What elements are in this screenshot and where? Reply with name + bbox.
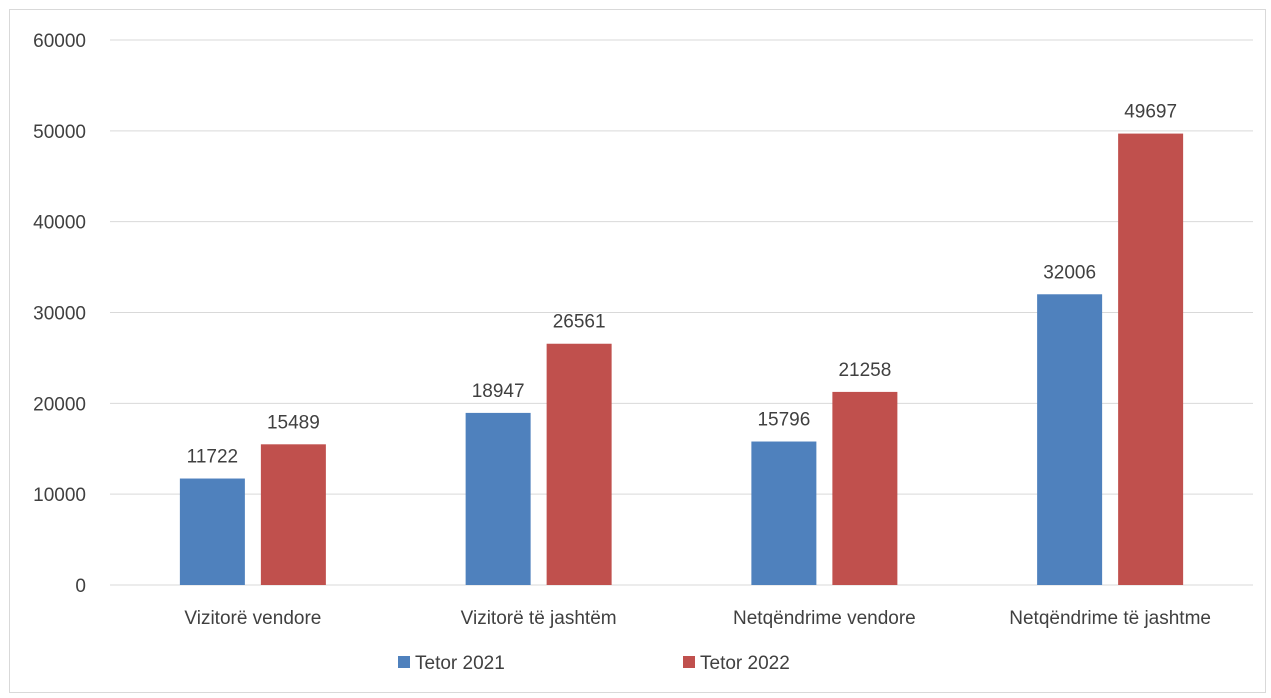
x-axis-tick-labels: Vizitorë vendore Vizitorë të jashtëm Netqë… xyxy=(184,608,1211,629)
bar-series1-2 xyxy=(751,441,817,585)
data-label: 15489 xyxy=(267,412,320,433)
data-label: 18947 xyxy=(472,381,525,402)
data-label: 32006 xyxy=(1043,262,1096,283)
legend-label: Tetor 2021 xyxy=(415,653,505,674)
y-tick-label: 40000 xyxy=(33,213,86,234)
bars xyxy=(179,133,1184,586)
data-label: 11722 xyxy=(187,447,238,468)
x-tick-label: Vizitorë të jashtëm xyxy=(461,608,617,629)
y-tick-label: 30000 xyxy=(33,304,86,325)
y-axis-tick-labels: 0 10000 20000 30000 40000 50000 60000 xyxy=(33,31,86,597)
data-label: 26561 xyxy=(553,312,606,333)
y-tick-label: 60000 xyxy=(33,31,86,52)
y-tick-label: 0 xyxy=(75,576,86,597)
legend: Tetor 2021 Tetor 2022 xyxy=(398,653,790,674)
bar-series2-3 xyxy=(1118,133,1184,586)
bar-series1-1 xyxy=(465,412,531,585)
data-labels: 11722 15489 18947 26561 15796 21258 32006 49697 xyxy=(187,102,1177,468)
y-tick-label: 20000 xyxy=(33,394,86,415)
bar-series2-1 xyxy=(546,343,612,585)
x-tick-label: Vizitorë vendore xyxy=(184,608,321,629)
bar-series2-0 xyxy=(260,444,326,585)
y-tick-label: 10000 xyxy=(33,485,86,506)
y-tick-label: 50000 xyxy=(33,122,86,143)
x-tick-label: Netqëndrime vendore xyxy=(733,608,916,629)
legend-label: Tetor 2022 xyxy=(700,653,790,674)
bar-series2-2 xyxy=(832,391,898,585)
legend-swatch xyxy=(398,656,410,668)
data-label: 49697 xyxy=(1124,102,1177,123)
bar-series1-3 xyxy=(1037,294,1103,585)
bar-series1-0 xyxy=(179,478,245,585)
data-label: 21258 xyxy=(838,360,891,381)
data-label: 15796 xyxy=(757,410,810,431)
legend-swatch xyxy=(683,656,695,668)
x-tick-label: Netqëndrime të jashtme xyxy=(1009,608,1211,629)
